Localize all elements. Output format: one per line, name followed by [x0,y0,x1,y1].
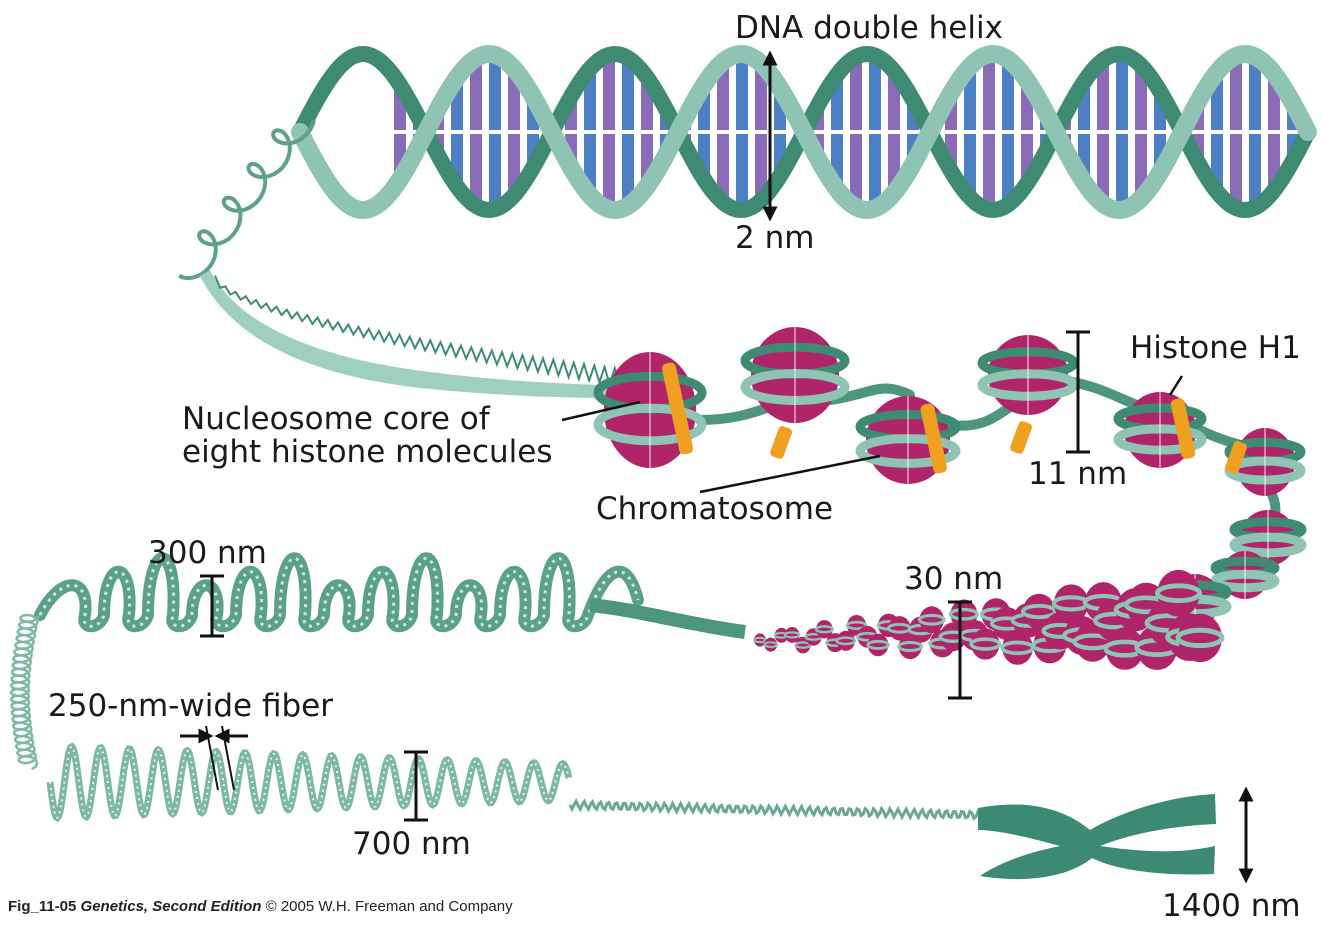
label-histone-h1: Histone H1 [1130,330,1301,366]
thirty-nm-fiber [753,569,1225,670]
caption-copyright: © 2005 W.H. Freeman and Company [265,898,513,915]
label-1400nm: 1400 nm [1162,888,1301,924]
three-hundred-nm-fiber [34,552,746,639]
caption-figure-id: Fig_11-05 [8,898,77,915]
label-nucleosome-core-line1: Nucleosome core of [182,401,490,437]
caption-book-title: Genetics, Second Edition [80,898,262,915]
label-2nm: 2 nm [735,220,815,256]
label-chromatosome: Chromatosome [596,491,834,527]
label-nucleosome-core-line2: eight histone molecules [182,434,553,470]
label-dna-double-helix: DNA double helix [735,10,1003,46]
thin-dna-coil [178,119,316,281]
figure-caption: Fig_11-05 Genetics, Second Edition © 200… [8,898,513,915]
left-coil [9,613,41,771]
label-30nm: 30 nm [904,561,1004,597]
scale-bars [180,50,1254,884]
label-700nm: 700 nm [352,826,471,862]
metaphase-chromosome [978,794,1216,880]
label-250nm-wide-fiber: 250-nm-wide fiber [48,688,333,724]
dna-double-helix [291,44,1317,220]
label-11nm: 11 nm [1028,456,1128,492]
label-300nm: 300 nm [148,535,267,571]
dna-linker-strand [200,270,630,398]
seven-hundred-nm-fiber [46,742,982,823]
